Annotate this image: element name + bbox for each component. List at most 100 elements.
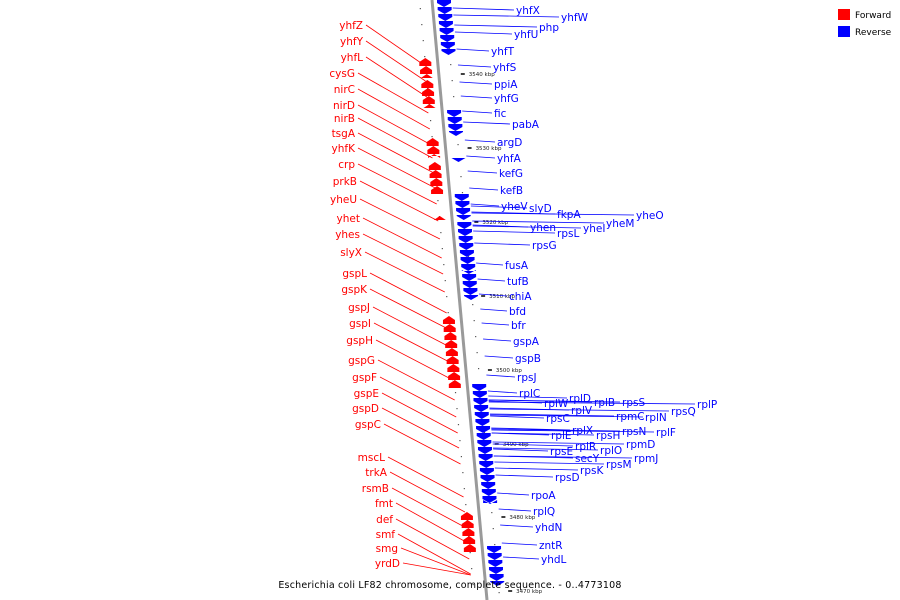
reverse-gene-label[interactable]: rplF: [656, 427, 676, 439]
reverse-gene-label[interactable]: argD: [497, 137, 522, 149]
reverse-gene-label[interactable]: yhdN: [535, 522, 562, 534]
reverse-gene-label[interactable]: bfd: [509, 306, 526, 318]
reverse-gene-label[interactable]: yhfX: [516, 5, 540, 17]
track-dot: [430, 120, 432, 122]
reverse-gene-label[interactable]: yheO: [636, 210, 664, 222]
forward-gene-label[interactable]: gspF: [352, 372, 377, 384]
reverse-gene-leader: [490, 414, 644, 418]
reverse-gene-label[interactable]: yheI: [583, 223, 605, 235]
forward-gene-label[interactable]: nirC: [334, 84, 355, 96]
reverse-gene-label[interactable]: rpsL: [557, 228, 579, 240]
forward-gene-label[interactable]: smg: [376, 543, 398, 555]
forward-gene-label[interactable]: yhet: [337, 213, 360, 225]
reverse-gene-label[interactable]: rpsS: [622, 397, 645, 409]
track-dot: [472, 584, 474, 586]
reverse-gene-label[interactable]: yhfT: [491, 46, 515, 58]
reverse-gene-label[interactable]: yhfA: [497, 153, 522, 165]
forward-gene-label[interactable]: gspH: [346, 335, 373, 347]
reverse-gene-label[interactable]: tufB: [507, 276, 529, 288]
reverse-gene-label[interactable]: rplV: [571, 405, 593, 417]
reverse-gene-label[interactable]: pabA: [512, 119, 540, 131]
map-caption: Escherichia coli LF82 chromosome, comple…: [278, 580, 621, 591]
reverse-gene-label[interactable]: rpsH: [596, 430, 620, 442]
forward-gene-label[interactable]: yhfY: [340, 36, 364, 48]
reverse-gene-label[interactable]: kefB: [500, 185, 523, 197]
reverse-gene-label[interactable]: fusA: [505, 260, 529, 272]
forward-gene-label[interactable]: tsgA: [332, 128, 356, 140]
forward-gene-label[interactable]: cysG: [329, 68, 355, 80]
reverse-gene-label[interactable]: rplC: [519, 388, 540, 400]
reverse-gene-label[interactable]: gspA: [513, 336, 540, 348]
reverse-gene-label[interactable]: rpoA: [531, 490, 556, 502]
forward-gene-label[interactable]: rsmB: [362, 483, 389, 495]
reverse-gene-leader: [471, 212, 635, 216]
reverse-gene-label[interactable]: fkpA: [557, 209, 581, 221]
forward-gene-label[interactable]: yhfL: [341, 52, 364, 64]
reverse-gene-label[interactable]: rpsM: [606, 459, 632, 471]
forward-gene-label[interactable]: gspK: [341, 284, 368, 296]
reverse-gene-label[interactable]: rpsE: [550, 446, 573, 458]
forward-gene-label[interactable]: mscL: [358, 452, 385, 464]
reverse-gene-label[interactable]: rpsG: [532, 240, 557, 252]
reverse-gene-label[interactable]: rplR: [575, 441, 596, 453]
reverse-gene-label[interactable]: rplW: [544, 398, 569, 410]
forward-gene-label[interactable]: gspC: [355, 419, 381, 431]
reverse-gene-label[interactable]: fic: [494, 108, 507, 120]
forward-gene-label[interactable]: slyX: [340, 247, 362, 259]
reverse-gene-label[interactable]: rpsJ: [517, 372, 537, 384]
forward-gene-label[interactable]: gspL: [342, 268, 367, 280]
reverse-gene-label[interactable]: chiA: [509, 291, 532, 303]
reverse-gene-label[interactable]: rplO: [600, 445, 622, 457]
forward-gene-label[interactable]: smf: [376, 529, 396, 541]
forward-gene-label[interactable]: prkB: [333, 176, 357, 188]
reverse-gene-label[interactable]: rpmD: [626, 439, 655, 451]
forward-gene-leader: [364, 251, 445, 293]
reverse-gene-label[interactable]: yhfS: [493, 62, 517, 74]
reverse-gene-label[interactable]: rplQ: [533, 506, 555, 518]
forward-gene-label[interactable]: gspI: [349, 318, 371, 330]
forward-gene-label[interactable]: crp: [338, 159, 355, 171]
reverse-gene-label[interactable]: gspB: [515, 353, 541, 365]
reverse-gene-label[interactable]: rpsD: [555, 472, 580, 484]
reverse-gene-leader: [463, 121, 511, 125]
forward-gene-label[interactable]: gspJ: [348, 302, 370, 314]
reverse-gene-label[interactable]: php: [539, 22, 559, 34]
reverse-gene-label[interactable]: rpsQ: [671, 406, 696, 418]
forward-gene-glyph: [444, 332, 457, 340]
reverse-gene-label[interactable]: yheV: [501, 201, 528, 213]
reverse-gene-label[interactable]: bfr: [511, 320, 526, 332]
reverse-gene-label[interactable]: yhdL: [541, 554, 567, 566]
forward-gene-leader: [375, 339, 454, 381]
forward-gene-label[interactable]: fmt: [375, 498, 393, 510]
reverse-gene-label[interactable]: rpsK: [580, 465, 604, 477]
reverse-gene-label[interactable]: rplP: [697, 399, 717, 411]
forward-gene-glyph: [420, 66, 433, 74]
forward-gene-label[interactable]: gspD: [352, 403, 379, 415]
forward-gene-label[interactable]: gspG: [348, 355, 375, 367]
forward-gene-label[interactable]: yrdD: [375, 558, 400, 570]
forward-gene-label[interactable]: yhfK: [332, 143, 357, 155]
forward-gene-label[interactable]: gspE: [354, 388, 379, 400]
forward-gene-label[interactable]: yhfZ: [339, 20, 363, 32]
reverse-gene-label[interactable]: zntR: [539, 540, 563, 552]
track-dot: [476, 352, 478, 354]
reverse-gene-label[interactable]: rplE: [551, 430, 572, 442]
forward-gene-label[interactable]: nirD: [333, 100, 355, 112]
reverse-gene-label[interactable]: ppiA: [494, 79, 518, 91]
reverse-gene-label[interactable]: yhen: [530, 222, 556, 234]
forward-gene-label[interactable]: yhes: [335, 229, 360, 241]
reverse-gene-label[interactable]: slyD: [529, 203, 552, 215]
reverse-gene-label[interactable]: yheM: [606, 218, 634, 230]
forward-gene-label[interactable]: nirB: [334, 113, 355, 125]
reverse-gene-label[interactable]: yhfG: [494, 93, 519, 105]
reverse-gene-leader: [472, 220, 605, 224]
reverse-gene-label[interactable]: rpmJ: [634, 453, 658, 465]
forward-gene-label[interactable]: trkA: [365, 467, 388, 479]
reverse-gene-label[interactable]: rplN: [645, 412, 667, 424]
forward-gene-label[interactable]: def: [376, 514, 393, 526]
forward-gene-label[interactable]: yheU: [330, 194, 357, 206]
reverse-gene-label[interactable]: secY: [575, 453, 600, 465]
reverse-gene-label[interactable]: yhfW: [561, 12, 589, 24]
reverse-gene-label[interactable]: kefG: [499, 168, 523, 180]
reverse-gene-label[interactable]: yhfU: [514, 29, 538, 41]
